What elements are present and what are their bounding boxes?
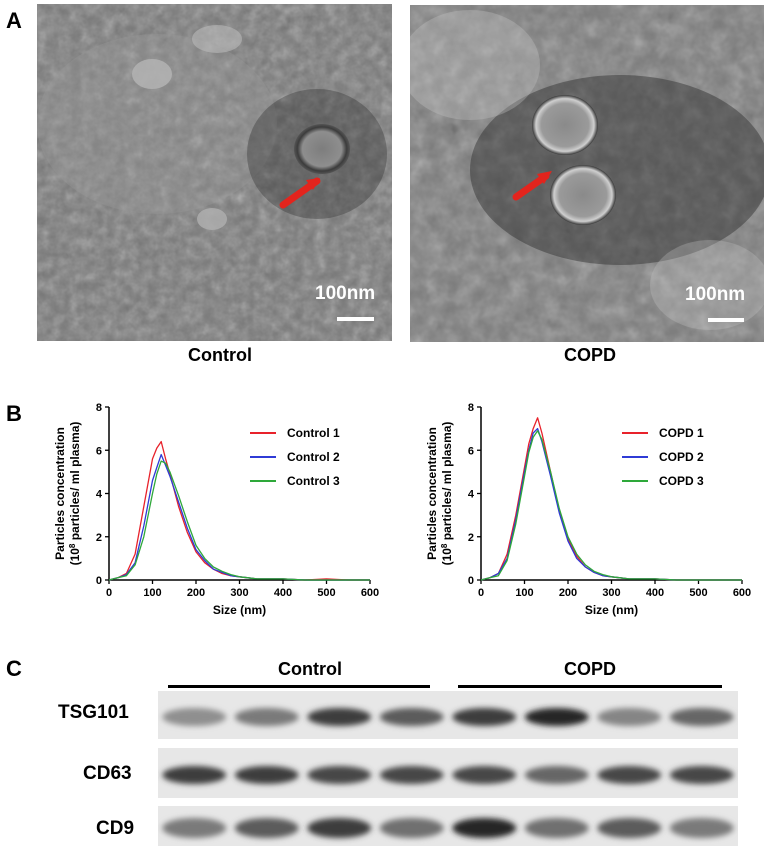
legend-entry: COPD 1 [659,426,704,440]
legend-entry: COPD 2 [659,450,704,464]
group-line-control [168,685,430,688]
arrowhead-icon [537,171,552,184]
blot-band [452,818,517,838]
blot-strip-tsg101 [158,691,738,739]
blot-band [234,818,299,838]
arrowhead-icon [306,178,320,190]
blot-band [162,708,227,726]
y-axis-label: Particles concentration [53,427,67,560]
x-tick-label: 400 [646,587,664,599]
blot-band [307,708,372,726]
tem-caption-copd: COPD [563,345,616,365]
y-tick-label: 8 [96,402,102,414]
blot-band [379,818,444,838]
tem-micrograph-copd [410,5,764,342]
blot-band [669,708,734,726]
x-tick-label: 600 [361,587,379,599]
blot-group-label-control: Control [278,659,342,679]
series-line-3 [480,430,742,581]
y-tick-label: 6 [96,445,102,457]
x-tick-label: 300 [230,587,248,599]
y-tick-label: 4 [468,489,475,501]
band-label-cd63: CD63 [83,763,132,784]
blot-group-label-copd: COPD [563,659,616,679]
band-label-cd9: CD9 [96,818,135,839]
y-tick-label: 0 [468,575,474,587]
y-tick-label: 6 [468,445,474,457]
blot-band [307,766,372,784]
x-tick-label: 300 [602,587,620,599]
blot-strip-cd9 [158,806,738,846]
y-axis-label-units: (108 particles/ ml plasma) [440,422,455,566]
y-tick-label: 8 [468,402,474,414]
x-tick-label: 0 [478,587,484,599]
scale-bar-control [337,317,374,321]
y-axis-label-units: (108 particles/ ml plasma) [68,422,83,566]
blot-band [524,766,589,784]
tem-image-copd: 100nm [410,5,764,342]
blot-band [597,818,662,838]
x-tick-label: 100 [515,587,533,599]
panel-letter-c: C [6,656,22,681]
y-tick-label: 0 [96,575,102,587]
x-tick-label: 400 [274,587,292,599]
x-tick-label: 200 [559,587,577,599]
blot-band [669,818,734,838]
blot-band [524,708,589,726]
tem-micrograph-control [37,4,392,341]
legend-entry: COPD 3 [659,474,704,488]
blot-band [234,708,299,726]
blot-band [452,708,517,726]
series-line-3 [108,460,370,581]
blot-band [162,818,227,838]
blot-band [234,766,299,784]
scale-bar-label-control: 100nm [315,283,376,304]
x-tick-label: 0 [106,587,112,599]
panel-letter-a: A [6,8,22,33]
x-tick-label: 200 [187,587,205,599]
blot-strip-cd63 [158,748,738,798]
x-tick-label: 500 [689,587,707,599]
x-tick-label: 600 [733,587,751,599]
y-tick-label: 4 [96,489,103,501]
blot-band [597,766,662,784]
y-axis-label: Particles concentration [425,427,439,560]
blot-band [524,818,589,838]
blot-band [379,766,444,784]
blot-band [452,766,517,784]
x-tick-label: 500 [317,587,335,599]
band-label-tsg101: TSG101 [58,702,129,723]
tem-image-control: 100nm [37,4,392,341]
scale-bar-copd [708,318,744,322]
panel-letter-b: B [6,401,22,426]
blot-band [597,708,662,726]
scale-bar-label-copd: 100nm [685,284,746,305]
blot-band [307,818,372,838]
legend-entry: Control 1 [287,426,340,440]
blot-band [379,708,444,726]
blot-band [162,766,227,784]
legend-entry: Control 2 [287,450,340,464]
nta-chart-control: 0 2 4 6 8 0 100 200 300 400 500 600 Size (nm) Particl… [53,402,379,617]
legend-entry: Control 3 [287,474,340,488]
group-line-copd [458,685,722,688]
x-tick-label: 100 [143,587,161,599]
y-tick-label: 2 [468,532,474,544]
nta-chart-copd: 0 2 4 6 8 0 100 200 300 400 500 600 Size (nm) Particl… [425,402,751,617]
y-tick-label: 2 [96,532,102,544]
blot-band [669,766,734,784]
x-axis-label: Size (nm) [585,603,638,617]
tem-caption-control: Control [188,345,252,365]
x-axis-label: Size (nm) [213,603,266,617]
